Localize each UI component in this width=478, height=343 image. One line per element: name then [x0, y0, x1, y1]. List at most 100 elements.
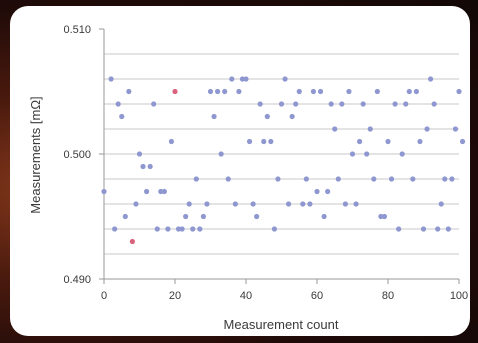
data-point: [101, 188, 107, 195]
data-point: [122, 213, 128, 220]
data-point: [417, 138, 423, 145]
data-point: [193, 176, 199, 182]
data-point: [161, 188, 167, 195]
data-point: [282, 76, 288, 82]
data-point: [360, 101, 366, 107]
data-point: [374, 88, 380, 95]
data-point: [218, 151, 224, 157]
data-point: [325, 188, 331, 195]
data-point: [215, 88, 221, 95]
data-point: [275, 176, 281, 182]
x-tick-label: 80: [382, 290, 394, 302]
data-point: [115, 101, 121, 107]
data-point: [420, 226, 427, 232]
x-tick-label: 100: [450, 290, 468, 302]
data-point: [289, 113, 295, 120]
data-point: [154, 226, 160, 232]
data-point: [286, 201, 292, 207]
data-point: [225, 176, 231, 182]
data-point: [332, 126, 338, 132]
data-point: [364, 151, 370, 157]
data-point: [321, 213, 327, 220]
data-point: [151, 101, 157, 107]
data-point: [349, 151, 356, 157]
data-point: [147, 163, 153, 170]
data-point: [381, 213, 388, 220]
x-tick-labels: 0 20 40 60 80 100: [101, 290, 468, 302]
data-point: [424, 126, 430, 132]
data-point: [396, 226, 402, 232]
x-axis-title: Measurement count: [224, 317, 339, 332]
data-point: [232, 201, 238, 207]
data-point: [108, 76, 114, 82]
data-point: [388, 176, 395, 182]
data-point: [399, 151, 405, 157]
data-point: [410, 176, 416, 182]
data-point: [250, 201, 256, 207]
data-point: [346, 88, 352, 95]
data-point: [339, 101, 345, 107]
data-point: [385, 138, 391, 145]
data-point: [367, 126, 373, 132]
data-point: [413, 88, 419, 95]
data-point: [144, 188, 150, 195]
x-tick-label: 60: [311, 290, 323, 302]
x-tick-label: 20: [169, 290, 181, 302]
data-point: [183, 213, 189, 220]
data-point: [328, 101, 334, 107]
data-point: [172, 88, 178, 95]
data-point: [271, 226, 277, 232]
axes: [99, 28, 460, 284]
data-point: [335, 176, 341, 182]
data-point: [257, 101, 263, 107]
data-point: [126, 88, 132, 95]
data-point: [264, 113, 270, 120]
data-point: [119, 113, 125, 120]
data-point: [357, 138, 363, 145]
data-point: [445, 226, 451, 232]
data-point: [261, 138, 267, 145]
data-point: [204, 201, 210, 207]
chart-panel: [10, 6, 470, 336]
data-point: [303, 176, 309, 182]
data-point: [165, 226, 171, 232]
x-tick-label: 40: [240, 290, 252, 302]
data-points: [101, 76, 466, 245]
data-point: [353, 201, 359, 207]
y-tick-label: 0.510: [63, 24, 91, 36]
data-point: [186, 201, 192, 207]
data-point: [112, 226, 118, 232]
data-point: [207, 88, 214, 95]
data-point: [190, 226, 196, 232]
data-point: [403, 101, 409, 107]
data-point: [179, 226, 185, 232]
data-point: [314, 188, 320, 195]
data-point: [317, 88, 324, 95]
data-point: [438, 201, 444, 207]
data-point: [136, 151, 143, 157]
data-point: [310, 88, 317, 95]
gridlines: [104, 53, 459, 255]
data-point: [246, 138, 253, 145]
data-point: [392, 101, 398, 107]
data-point: [200, 213, 206, 220]
data-point: [268, 138, 274, 145]
y-tick-label: 0.490: [63, 274, 91, 286]
data-point: [428, 76, 434, 82]
data-point: [442, 176, 448, 182]
data-point: [456, 88, 462, 95]
data-point: [459, 138, 466, 145]
x-tick-label: 0: [101, 290, 107, 302]
data-point: [278, 101, 285, 107]
data-point: [229, 76, 235, 82]
data-point: [197, 226, 203, 232]
data-point: [222, 88, 228, 95]
data-point: [243, 76, 249, 82]
data-point: [435, 226, 441, 232]
data-point: [342, 201, 348, 207]
y-tick-label: 0.500: [63, 149, 91, 161]
data-point: [431, 101, 437, 107]
data-point: [307, 201, 313, 207]
data-point: [300, 201, 306, 207]
